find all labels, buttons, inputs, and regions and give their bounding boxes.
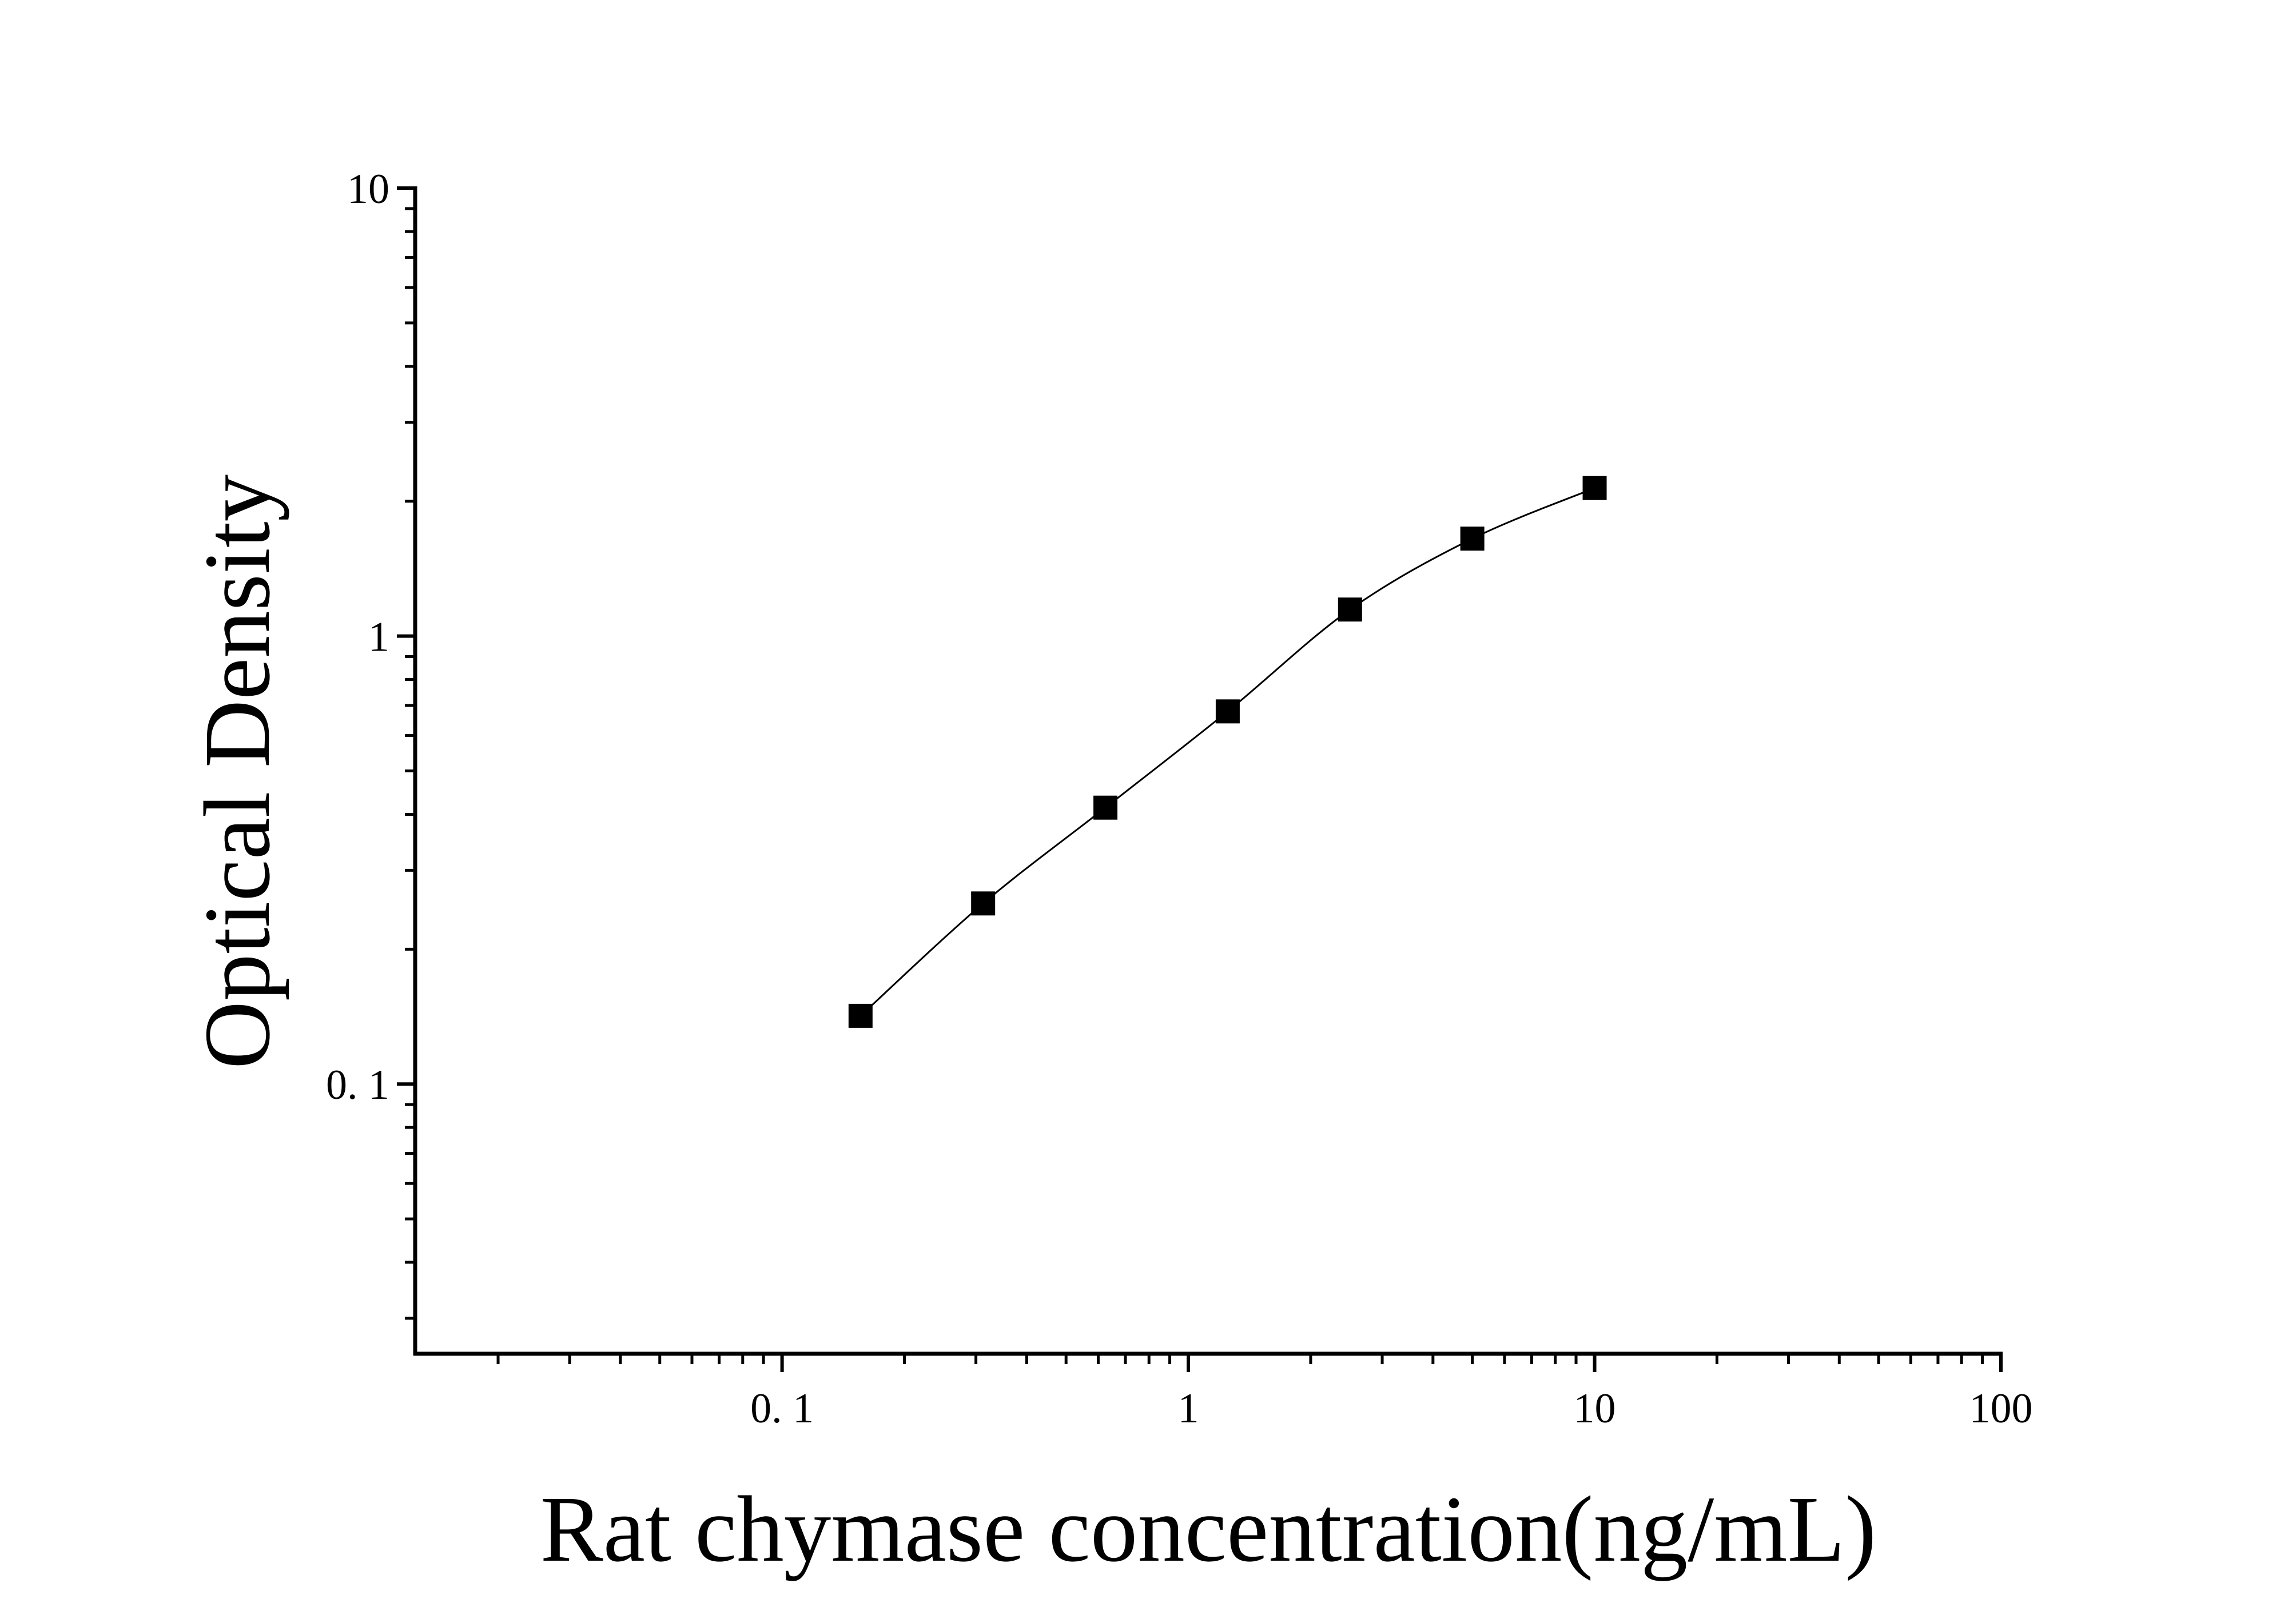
x-axis-title: Rat chymase concentration(ng/mL) (540, 1477, 1877, 1581)
data-point (1338, 597, 1362, 622)
x-tick-label: 0. 1 (750, 1385, 814, 1432)
y-axis-title: Optical Density (185, 474, 289, 1069)
data-point (1093, 795, 1118, 820)
data-point (971, 891, 996, 916)
fit-curve (859, 487, 1595, 1016)
x-tick-label: 1 (1178, 1385, 1199, 1432)
data-point (848, 1003, 873, 1028)
y-tick-label: 1 (368, 614, 389, 661)
data-point (1215, 699, 1240, 724)
data-point (1582, 476, 1607, 500)
y-tick-label: 10 (347, 166, 389, 213)
x-tick-label: 100 (1969, 1385, 2033, 1432)
x-tick-label: 10 (1574, 1385, 1616, 1432)
data-point (1460, 527, 1485, 551)
y-tick-label: 0. 1 (326, 1062, 389, 1108)
